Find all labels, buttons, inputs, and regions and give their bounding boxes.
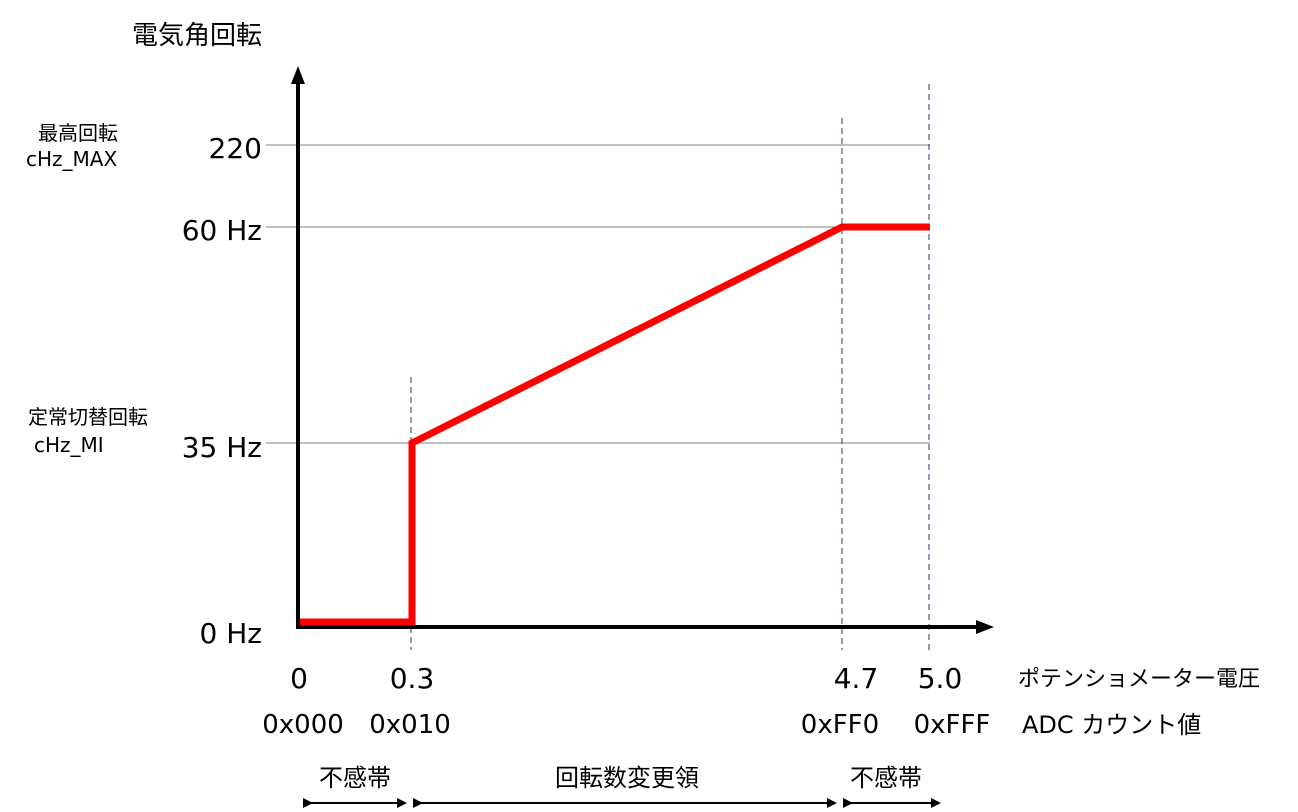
region-dead-zone-right-label: 不感帯	[850, 764, 922, 792]
y-tick-35hz: 35 Hz	[182, 431, 262, 464]
x-tick-voltage-0-3: 0.3	[390, 662, 435, 695]
x-tick-adc-0x010: 0x010	[369, 710, 451, 740]
max-rotation-const: cHz_MAX	[26, 147, 117, 171]
y-axis-title: 電気角回転	[132, 21, 262, 51]
y-tick-220: 220	[209, 132, 262, 165]
region-variable-zone-label: 回転数変更領	[555, 764, 699, 792]
x-tick-voltage-5-0: 5.0	[918, 662, 963, 695]
x-tick-adc-0x000: 0x000	[262, 710, 344, 740]
x-voltage-label: ポテンショメーター電圧	[1018, 667, 1260, 692]
x-adc-label: ADC カウント値	[1022, 711, 1201, 739]
x-tick-voltage-0: 0	[290, 662, 308, 695]
y-tick-0hz: 0 Hz	[200, 617, 262, 650]
region-dead-zone-left-label: 不感帯	[319, 764, 391, 792]
max-rotation-label: 最高回転	[38, 121, 118, 145]
y-tick-60hz: 60 Hz	[182, 214, 262, 247]
rotation-curve	[300, 223, 930, 626]
min-rotation-label: 定常切替回転	[28, 405, 148, 429]
x-tick-voltage-4-7: 4.7	[834, 662, 879, 695]
x-tick-adc-0xfff: 0xFFF	[914, 710, 991, 740]
min-rotation-const: cHz_MI	[34, 433, 104, 457]
x-tick-adc-0xff0: 0xFF0	[801, 710, 879, 740]
